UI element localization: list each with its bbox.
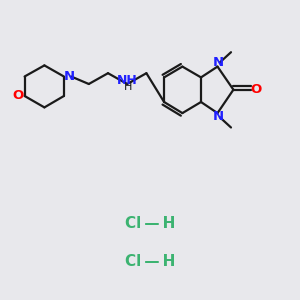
Text: NH: NH: [117, 74, 138, 87]
Text: Cl — H: Cl — H: [125, 254, 175, 268]
Text: H: H: [124, 82, 132, 92]
Text: N: N: [64, 70, 75, 83]
Text: N: N: [213, 56, 224, 70]
Text: N: N: [213, 110, 224, 123]
Text: Cl — H: Cl — H: [125, 216, 175, 231]
Text: O: O: [12, 89, 24, 103]
Text: O: O: [250, 83, 262, 96]
